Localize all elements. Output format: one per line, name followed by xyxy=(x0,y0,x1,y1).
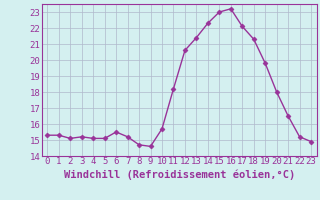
X-axis label: Windchill (Refroidissement éolien,°C): Windchill (Refroidissement éolien,°C) xyxy=(64,169,295,180)
